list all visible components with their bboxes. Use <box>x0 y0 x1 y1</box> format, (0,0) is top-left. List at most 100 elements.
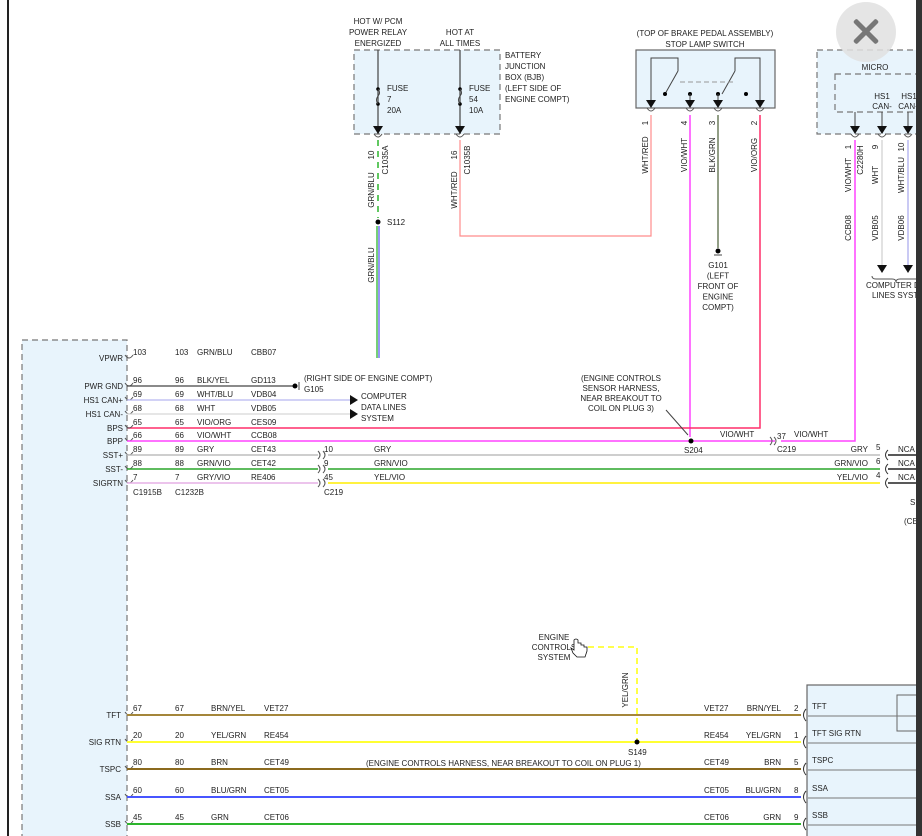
pin-number: 66 <box>133 431 142 440</box>
pcm-module <box>21 339 128 836</box>
splice-s204 <box>688 438 694 444</box>
micro-pin-label: HS1 <box>901 92 917 101</box>
pin-number: 9 <box>794 813 799 822</box>
wire-color-label: GRN/BLU <box>197 348 233 357</box>
brace-icon <box>871 275 920 283</box>
pin-number: 10 <box>324 445 333 454</box>
wire-color-label: WHT <box>197 404 215 413</box>
wire-color-label: YEL/VIO <box>374 473 405 482</box>
wire-color-label: GRY/VIO <box>197 473 230 482</box>
connector-icon <box>885 463 889 475</box>
engine-controls-link[interactable]: ENGINE <box>539 633 570 642</box>
circuit-label: VDB05 <box>871 215 880 241</box>
wire-color-label: GRN/BLU <box>367 247 376 283</box>
connector-icon <box>885 477 889 489</box>
stop-lamp-title: (TOP OF BRAKE PEDAL ASSEMBLY) <box>637 29 774 38</box>
computer-data-lines-label: SYSTEM <box>361 414 394 423</box>
ground-label: ENGINE <box>703 293 734 302</box>
pcm-pin-label: HS1 CAN- <box>86 410 124 419</box>
stop-lamp-switch <box>635 49 776 109</box>
pin-number: 69 <box>175 390 184 399</box>
ground-label: FRONT OF <box>698 282 739 291</box>
pin-number: 68 <box>175 404 184 413</box>
circuit-label: CCB08 <box>251 431 277 440</box>
fuse-label: FUSE <box>469 84 490 93</box>
arrow-icon <box>685 100 695 108</box>
connector-label: C1232B <box>175 488 204 497</box>
micro-title: MICRO <box>862 63 889 72</box>
connector-c219-icon <box>317 450 326 460</box>
pin-number: 65 <box>133 418 142 427</box>
engine-controls-link[interactable]: CONTROLS <box>532 643 576 652</box>
pin-number: 80 <box>175 758 184 767</box>
wire-color-label: BRN <box>211 758 228 767</box>
wire-yel-grn-dashed <box>588 646 638 742</box>
window-edge <box>916 0 922 836</box>
pin-number: 10 <box>897 142 906 151</box>
transmission-module <box>806 684 922 836</box>
connector-c219-icon <box>769 436 777 446</box>
micro-pin-label: CAN- <box>872 102 892 111</box>
note-label: (CE <box>904 517 918 526</box>
pcm-pin-label: SST+ <box>103 451 124 460</box>
wire-color-label: VIO/WHT <box>197 431 231 440</box>
connector-c219-icon <box>317 478 326 488</box>
arrow-icon <box>350 409 358 419</box>
arrow-icon <box>713 100 723 108</box>
contact-dot <box>663 92 667 96</box>
connector-icon <box>850 133 860 138</box>
wire-color-label: YEL/VIO <box>837 473 868 482</box>
wire-color-label: WHT/RED <box>450 171 459 209</box>
pin-number: 1 <box>794 731 799 740</box>
module-pin-label: TFT <box>812 702 827 711</box>
connector-icon <box>803 762 807 776</box>
ground-label: G105 <box>304 385 324 394</box>
computer-data-lines-label: LINES SYSTEM <box>872 291 922 300</box>
pin-number: 4 <box>876 471 881 480</box>
connector-icon <box>803 708 807 722</box>
pin-number: 88 <box>133 459 142 468</box>
micro-pin-label: CAN+ <box>898 102 920 111</box>
switch-arm <box>664 70 679 95</box>
wire-color-label: GRN/BLU <box>367 172 376 208</box>
fuse-icon <box>376 88 380 105</box>
splice-s149 <box>634 739 640 745</box>
computer-data-lines-label: DATA LINES <box>361 403 406 412</box>
nca-label: NCA <box>898 459 916 468</box>
circuit-label: CET06 <box>264 813 289 822</box>
circuit-label: GD113 <box>251 376 276 385</box>
bjb-label: JUNCTION <box>505 62 546 71</box>
splice-note: COIL ON PLUG 3) <box>588 404 654 413</box>
power-source-label: HOT W/ PCM <box>354 17 403 26</box>
fuse-label: FUSE <box>387 84 408 93</box>
fuse-icon <box>458 88 462 105</box>
connector-label: C2280H <box>856 145 865 175</box>
micro-pin-label: HS1 <box>874 92 890 101</box>
pcm-pin-label: PWR GND <box>84 382 123 391</box>
wire-color-label: GRN <box>763 813 781 822</box>
circuit-label: RE454 <box>704 731 729 740</box>
wire-color-label: GRY <box>851 445 869 454</box>
pin-number: 8 <box>794 786 799 795</box>
splice-label: S <box>910 498 915 507</box>
engine-controls-link[interactable]: SYSTEM <box>538 653 571 662</box>
splice-label: S112 <box>387 218 406 227</box>
circuit-label: CET05 <box>704 786 729 795</box>
micro-inner <box>834 73 922 113</box>
circuit-label: VET27 <box>704 704 729 713</box>
pin-number: 96 <box>133 376 142 385</box>
wire-color-label: VIO/WHT <box>720 430 754 439</box>
pin-number: 88 <box>175 459 184 468</box>
pin-number: 103 <box>133 348 147 357</box>
nca-label: NCA <box>898 445 916 454</box>
wire-color-label: VIO/ORG <box>750 138 759 172</box>
bjb-label: BOX (BJB) <box>505 73 544 82</box>
splice-note: SENSOR HARNESS, <box>583 384 660 393</box>
fuse-label: 7 <box>387 95 392 104</box>
pin-number: 1 <box>844 144 853 149</box>
pcm-pin-label: BPS <box>107 424 123 433</box>
wire-color-label: WHT/RED <box>641 136 650 174</box>
close-button[interactable] <box>836 2 896 62</box>
connector-label: C1035A <box>381 145 390 175</box>
module-pin-label: TFT SIG RTN <box>812 729 861 738</box>
